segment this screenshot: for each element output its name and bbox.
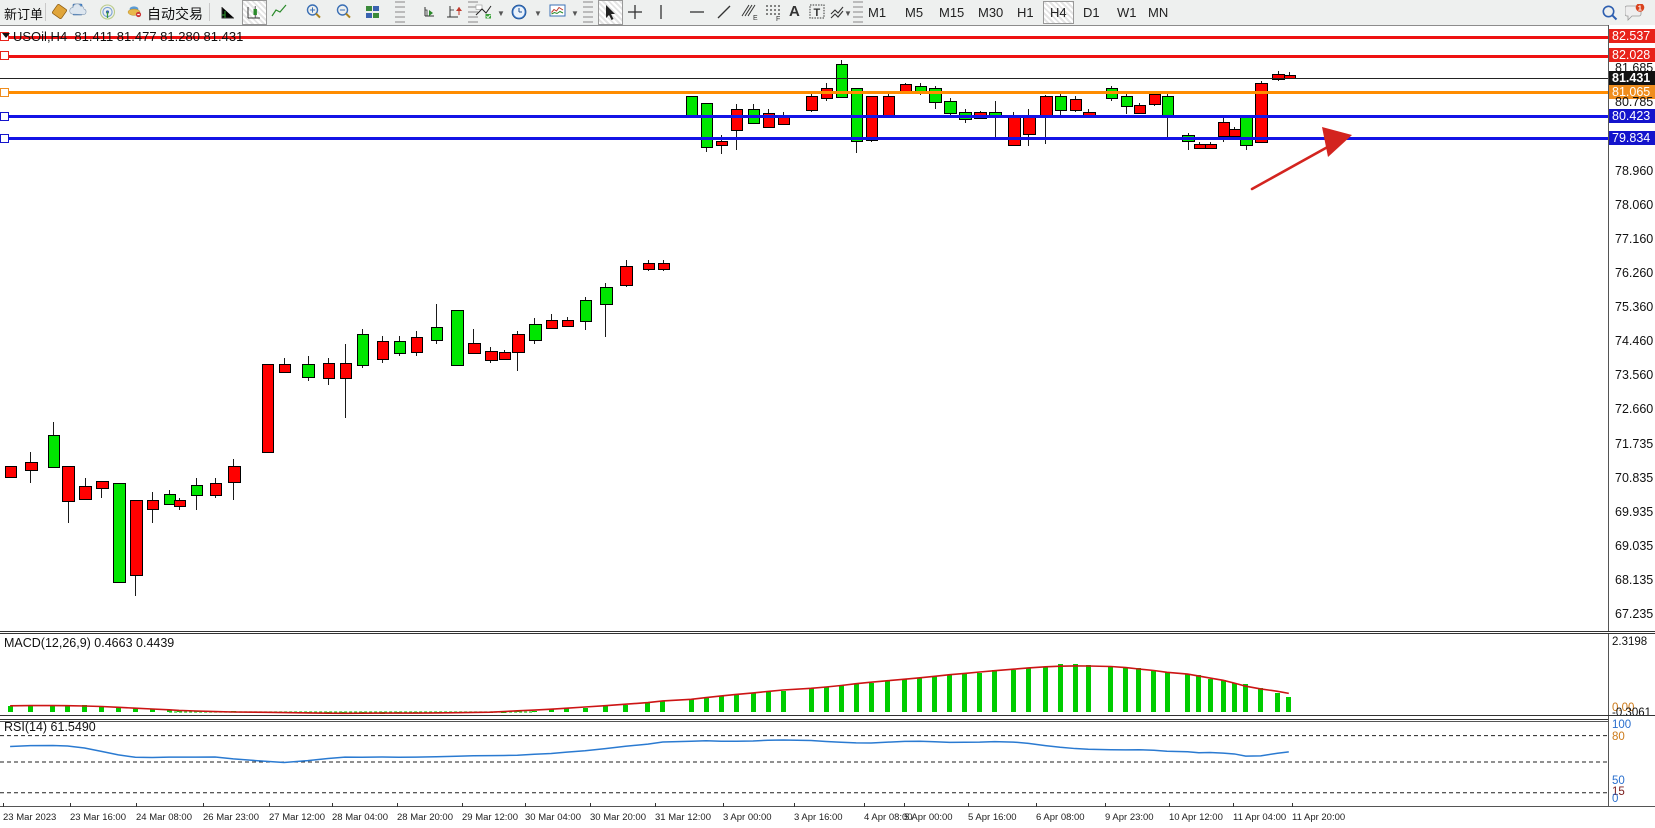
- svg-text:T: T: [814, 7, 821, 19]
- svg-text:E: E: [753, 15, 758, 22]
- svg-text:F: F: [776, 16, 780, 23]
- svg-text:1: 1: [1638, 4, 1642, 12]
